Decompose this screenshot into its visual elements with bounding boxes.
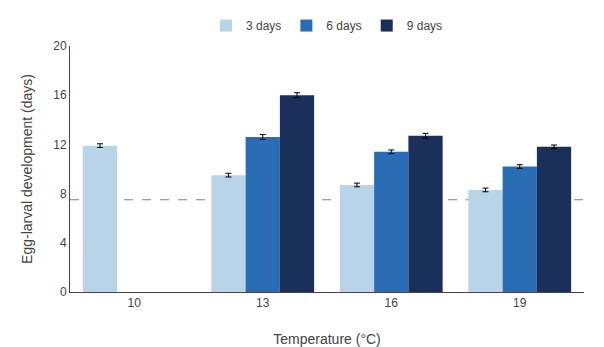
svg-text:6 days: 6 days xyxy=(326,19,361,33)
svg-text:10: 10 xyxy=(128,296,142,310)
svg-text:13: 13 xyxy=(256,296,270,310)
svg-text:4: 4 xyxy=(60,236,67,250)
svg-text:8: 8 xyxy=(60,187,67,201)
svg-text:16: 16 xyxy=(385,296,399,310)
svg-text:3 days: 3 days xyxy=(246,19,281,33)
svg-text:20: 20 xyxy=(53,39,67,53)
svg-text:12: 12 xyxy=(53,138,67,152)
svg-text:16: 16 xyxy=(53,88,67,102)
svg-text:19: 19 xyxy=(513,296,527,310)
svg-text:9 days: 9 days xyxy=(407,19,442,33)
svg-text:Temperature (°C): Temperature (°C) xyxy=(273,331,381,347)
svg-text:Egg-larval development (days): Egg-larval development (days) xyxy=(19,74,35,264)
svg-text:0: 0 xyxy=(60,285,67,299)
